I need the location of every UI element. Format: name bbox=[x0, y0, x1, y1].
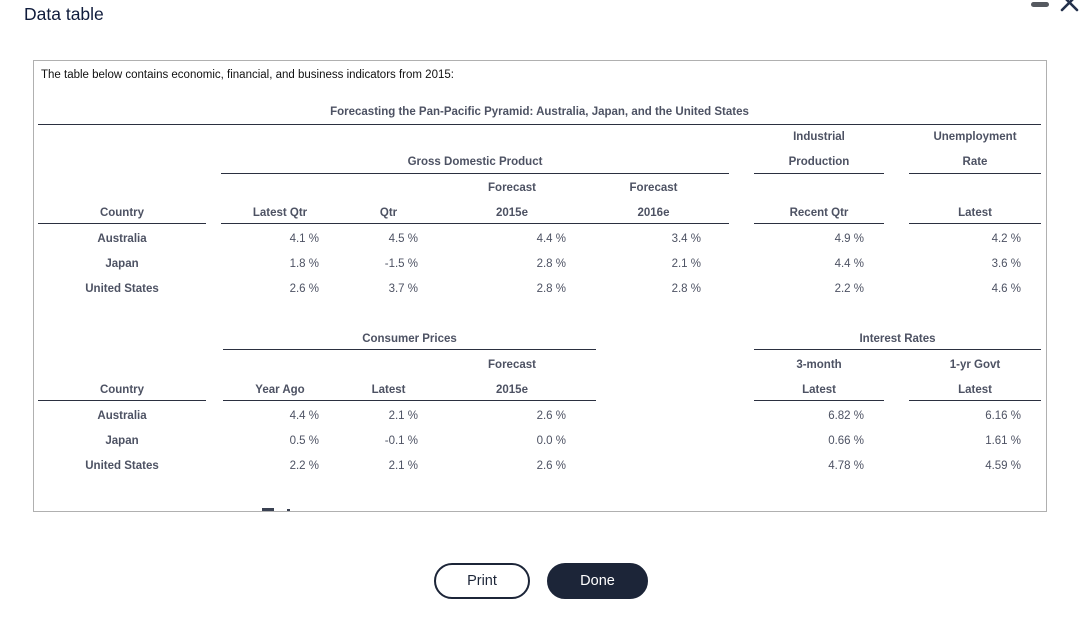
table-cell: 4.4 % bbox=[289, 410, 319, 422]
column-header-recent-qtr: Recent Qtr bbox=[789, 207, 849, 219]
table-cell: 0.66 % bbox=[828, 435, 864, 447]
group-header-consumer-prices: Consumer Prices bbox=[362, 333, 457, 345]
table-cell: 3.4 % bbox=[671, 233, 701, 245]
table-cell: 4.9 % bbox=[834, 233, 864, 245]
column-header-year-ago: Year Ago bbox=[255, 384, 305, 396]
column-header-2015e: 2015e bbox=[496, 384, 528, 396]
table-cell: 0.5 % bbox=[289, 435, 319, 447]
intro-text: The table below contains economic, finan… bbox=[41, 69, 454, 81]
column-header-qtr: Qtr bbox=[379, 207, 398, 219]
row-country: Japan bbox=[105, 258, 139, 270]
table-row: United States 2.2 % 2.1 % 2.6 % 4.78 % 4… bbox=[34, 458, 1046, 474]
clipped-text-fragment bbox=[262, 508, 274, 511]
gdp-header-row: Country Latest Qtr Qtr 2015e 2016e Recen… bbox=[34, 205, 1046, 221]
table-cell: 2.8 % bbox=[671, 283, 701, 295]
table-cell: 2.6 % bbox=[536, 460, 566, 472]
table-cell: -0.1 % bbox=[384, 435, 418, 447]
done-button[interactable]: Done bbox=[547, 563, 648, 599]
table-cell: 3.7 % bbox=[388, 283, 418, 295]
header-rule-country-2 bbox=[38, 400, 206, 401]
group-header-rate: Rate bbox=[962, 156, 988, 168]
cpi-header-row: Country Year Ago Latest 2015e Latest Lat… bbox=[34, 382, 1046, 398]
table-cell: 2.6 % bbox=[536, 410, 566, 422]
group-header-unemployment: Unemployment bbox=[933, 131, 1017, 143]
table-row: Japan 0.5 % -0.1 % 0.0 % 0.66 % 1.61 % bbox=[34, 433, 1046, 449]
rate-3-month-label: 3-month bbox=[796, 359, 842, 371]
table-cell: 4.59 % bbox=[985, 460, 1021, 472]
table-row: Australia 4.4 % 2.1 % 2.6 % 6.82 % 6.16 … bbox=[34, 408, 1046, 424]
column-header-2015e: 2015e bbox=[496, 207, 528, 219]
group-header-gdp: Gross Domestic Product bbox=[407, 156, 543, 168]
column-header-2016e: 2016e bbox=[637, 207, 670, 219]
table-row: United States 2.6 % 3.7 % 2.8 % 2.8 % 2.… bbox=[34, 281, 1046, 297]
column-header-1yr-latest: Latest bbox=[958, 384, 992, 396]
row-country: Australia bbox=[97, 233, 147, 245]
rate-1yr-govt-label: 1-yr Govt bbox=[949, 359, 1001, 371]
table-cell: 2.1 % bbox=[671, 258, 701, 270]
header-rule-gdp bbox=[221, 223, 729, 224]
group-header-production: Production bbox=[788, 156, 850, 168]
table-row: Australia 4.1 % 4.5 % 4.4 % 3.4 % 4.9 % … bbox=[34, 231, 1046, 247]
header-rule-cpi bbox=[223, 400, 596, 401]
header-rule-1yr bbox=[909, 400, 1041, 401]
table-cell: 4.4 % bbox=[536, 233, 566, 245]
table-cell: 2.8 % bbox=[536, 258, 566, 270]
table-cell: 0.0 % bbox=[536, 435, 566, 447]
table-cell: 4.4 % bbox=[834, 258, 864, 270]
header-rule-latest bbox=[909, 223, 1041, 224]
row-country: Japan bbox=[105, 435, 139, 447]
table-cell: 1.61 % bbox=[985, 435, 1021, 447]
table-cell: 6.16 % bbox=[985, 410, 1021, 422]
forecast-label-2015: Forecast bbox=[488, 182, 536, 194]
column-header-latest-qtr: Latest Qtr bbox=[252, 207, 308, 219]
header-rule-3month bbox=[754, 400, 884, 401]
row-country: United States bbox=[85, 460, 159, 472]
table-cell: 2.2 % bbox=[834, 283, 864, 295]
clipped-text-fragment bbox=[287, 509, 290, 511]
table-cell: 6.82 % bbox=[828, 410, 864, 422]
close-icon[interactable] bbox=[1058, 0, 1081, 14]
table-cell: 1.8 % bbox=[289, 258, 319, 270]
forecast-label-2016: Forecast bbox=[629, 182, 678, 194]
table-cell: 2.8 % bbox=[536, 283, 566, 295]
title-rule bbox=[38, 124, 1041, 125]
row-country: United States bbox=[85, 283, 159, 295]
header-rule-recent-qtr bbox=[754, 223, 884, 224]
table-cell: 2.6 % bbox=[289, 283, 319, 295]
table-cell: 4.6 % bbox=[991, 283, 1021, 295]
unemployment-group-rule bbox=[909, 173, 1041, 174]
table-row: Japan 1.8 % -1.5 % 2.8 % 2.1 % 4.4 % 3.6… bbox=[34, 256, 1046, 272]
rates-group-rule bbox=[754, 349, 1041, 350]
group-header-industrial: Industrial bbox=[793, 131, 845, 143]
column-header-country: Country bbox=[99, 384, 145, 396]
minimize-icon[interactable] bbox=[1031, 2, 1049, 7]
table-cell: 2.2 % bbox=[289, 460, 319, 472]
group-header-interest-rates: Interest Rates bbox=[859, 333, 936, 345]
table-cell: 4.2 % bbox=[991, 233, 1021, 245]
table-cell: 4.78 % bbox=[828, 460, 864, 472]
table-cell: 3.6 % bbox=[991, 258, 1021, 270]
column-header-latest: Latest bbox=[958, 207, 992, 219]
cpi-group-rule bbox=[223, 349, 596, 350]
table-cell: 4.1 % bbox=[289, 233, 319, 245]
table-cell: 4.5 % bbox=[388, 233, 418, 245]
table-cell: -1.5 % bbox=[384, 258, 418, 270]
page-title: Data table bbox=[24, 4, 104, 24]
gdp-group-rule bbox=[221, 173, 729, 174]
table-cell: 2.1 % bbox=[388, 410, 418, 422]
data-table-panel: The table below contains economic, finan… bbox=[33, 60, 1047, 512]
table-cell: 2.1 % bbox=[388, 460, 418, 472]
row-country: Australia bbox=[97, 410, 147, 422]
table-title: Forecasting the Pan-Pacific Pyramid: Aus… bbox=[330, 106, 749, 118]
forecast-label: Forecast bbox=[488, 359, 536, 371]
industrial-group-rule bbox=[754, 173, 884, 174]
header-rule-country bbox=[38, 223, 206, 224]
column-header-3month-latest: Latest bbox=[802, 384, 836, 396]
print-button[interactable]: Print bbox=[434, 563, 530, 599]
column-header-latest: Latest bbox=[371, 384, 406, 396]
column-header-country: Country bbox=[99, 207, 145, 219]
